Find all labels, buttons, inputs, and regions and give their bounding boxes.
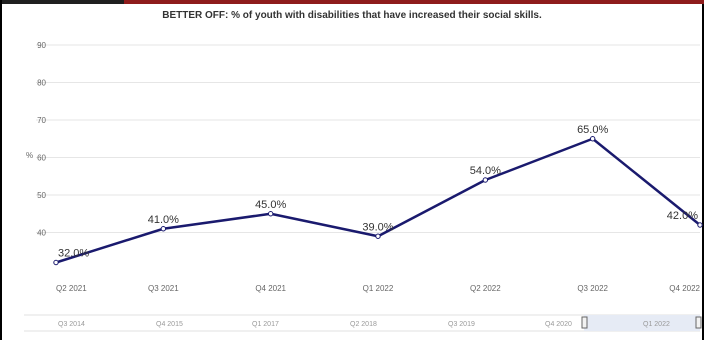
chart-title: BETTER OFF: % of youth with disabilities… <box>162 10 542 21</box>
data-label: 45.0% <box>255 199 286 211</box>
x-tick-label: Q2 2021 <box>56 284 87 293</box>
data-point[interactable] <box>53 259 59 266</box>
navigator-label: Q2 2018 <box>350 321 377 328</box>
data-point[interactable] <box>375 233 381 239</box>
x-tick-label: Q3 2021 <box>148 284 179 293</box>
range-navigator[interactable]: Q3 2014 Q4 2015 Q1 2017 Q2 2018 Q3 2019 Q4 20… <box>24 314 702 332</box>
navigator-label: Q1 2017 <box>252 321 279 328</box>
navigator-label: Q4 2020 <box>545 321 572 328</box>
x-tick-label: Q4 2022 <box>669 284 700 293</box>
x-axis-ticks: Q2 2021 Q3 2021 Q4 2021 Q1 2022 Q2 2022 Q3 20… <box>56 284 701 293</box>
y-axis-label: % <box>26 151 33 160</box>
x-tick-label: Q1 2022 <box>363 284 394 293</box>
data-label: 42.0% <box>667 210 698 222</box>
data-label: 65.0% <box>577 124 608 136</box>
data-point[interactable] <box>697 222 703 228</box>
x-tick-label: Q4 2021 <box>255 284 286 293</box>
top-accent-bar <box>124 0 704 4</box>
y-tick-label-80: 80 <box>37 79 46 88</box>
grid-lines <box>36 44 700 233</box>
data-label: 41.0% <box>148 214 179 226</box>
navigator-label: Q3 2014 <box>58 321 85 328</box>
navigator-right-handle[interactable] <box>695 316 702 329</box>
left-frame-border <box>0 0 2 340</box>
data-point[interactable] <box>160 226 167 232</box>
navigator-left-handle[interactable] <box>581 316 588 329</box>
y-tick-label-90: 90 <box>37 41 46 50</box>
y-tick-label-60: 60 <box>37 154 46 163</box>
x-tick-label: Q2 2022 <box>470 284 501 293</box>
y-tick-label-40: 40 <box>37 229 46 238</box>
navigator-label: Q4 2015 <box>156 321 183 328</box>
data-label: 32.0% <box>58 248 89 260</box>
data-point[interactable] <box>267 211 274 217</box>
data-labels: 32.0% 41.0% 45.0% 39.0% 54.0% 65.0% 42.0% <box>58 124 698 260</box>
y-tick-label-50: 50 <box>37 191 46 200</box>
navigator-label: Q3 2019 <box>448 321 475 328</box>
data-points <box>53 136 703 266</box>
navigator-selected-range[interactable] <box>584 315 700 331</box>
y-axis-ticks: 40 50 60 70 80 90 <box>37 41 46 238</box>
data-label: 39.0% <box>362 221 393 233</box>
data-label: 54.0% <box>470 165 501 177</box>
y-tick-label-70: 70 <box>37 116 46 125</box>
right-frame-border <box>702 4 704 340</box>
x-tick-label: Q3 2022 <box>577 284 608 293</box>
data-point[interactable] <box>589 136 596 142</box>
navigator-label: Q1 2022 <box>643 321 670 328</box>
data-point[interactable] <box>482 177 489 183</box>
